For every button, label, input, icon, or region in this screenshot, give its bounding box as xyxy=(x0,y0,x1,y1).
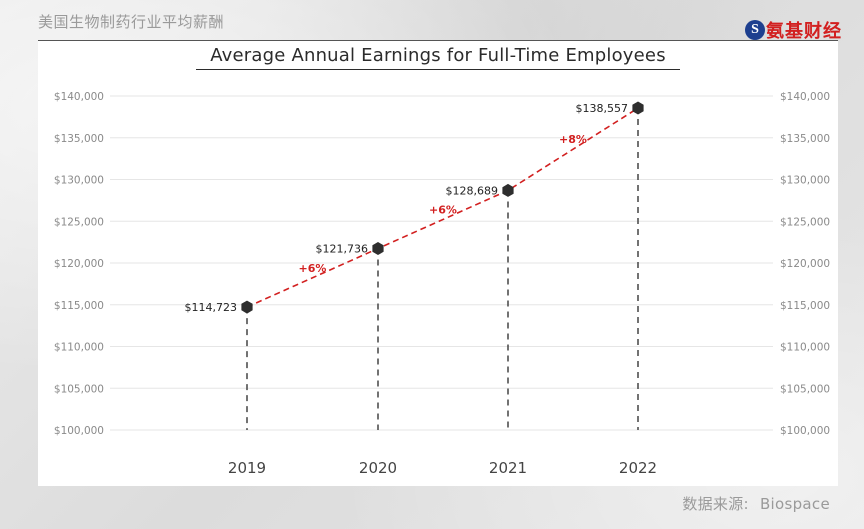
y-tick-label-left: $140,000 xyxy=(54,91,104,103)
data-label: $138,557 xyxy=(576,102,629,115)
x-tick-label: 2019 xyxy=(228,459,266,477)
page-title: 美国生物制药行业平均薪酬 xyxy=(38,13,225,31)
y-tick-label-left: $135,000 xyxy=(54,133,104,145)
data-label: $121,736 xyxy=(316,243,369,256)
y-tick-label-right: $140,000 xyxy=(780,91,830,103)
y-tick-label-right: $130,000 xyxy=(780,175,830,187)
y-tick-label-left: $115,000 xyxy=(54,300,104,312)
chart-title-wrap: Average Annual Earnings for Full-Time Em… xyxy=(38,45,838,70)
y-tick-label-left: $120,000 xyxy=(54,258,104,270)
y-tick-label-left: $130,000 xyxy=(54,175,104,187)
trend-line xyxy=(246,107,639,308)
header-divider xyxy=(38,40,838,41)
logo-badge-icon: S xyxy=(745,20,765,40)
data-point-marker xyxy=(372,242,384,255)
chart-title: Average Annual Earnings for Full-Time Em… xyxy=(196,45,680,70)
chart-card: Average Annual Earnings for Full-Time Em… xyxy=(38,41,838,486)
data-point-marker xyxy=(502,183,514,197)
x-tick-label: 2020 xyxy=(359,459,397,477)
x-tick-label: 2021 xyxy=(489,459,527,477)
source-note: 数据来源: Biospace xyxy=(682,493,830,514)
y-tick-label-right: $120,000 xyxy=(780,258,830,270)
y-tick-label-left: $110,000 xyxy=(54,342,104,354)
x-tick-label: 2022 xyxy=(619,459,657,477)
y-tick-label-right: $115,000 xyxy=(780,300,830,312)
growth-label: +8% xyxy=(559,133,587,146)
y-tick-label-left: $100,000 xyxy=(54,425,104,437)
growth-label: +6% xyxy=(299,262,327,275)
y-tick-label-right: $105,000 xyxy=(780,383,830,395)
y-tick-label-right: $135,000 xyxy=(780,133,830,145)
y-tick-label-right: $100,000 xyxy=(780,425,830,437)
y-tick-label-left: $105,000 xyxy=(54,383,104,395)
data-label: $128,689 xyxy=(446,184,499,197)
data-point-marker xyxy=(632,101,644,115)
y-tick-label-left: $125,000 xyxy=(54,216,104,228)
growth-label: +6% xyxy=(429,203,457,216)
y-tick-label-right: $110,000 xyxy=(780,342,830,354)
logo-text: 氨基财经 xyxy=(766,21,842,42)
source-value: Biospace xyxy=(759,495,830,513)
source-label: 数据来源: xyxy=(682,495,749,513)
brand-logo: S 氨基财经 xyxy=(745,17,842,43)
y-tick-label-right: $125,000 xyxy=(780,216,830,228)
data-label: $114,723 xyxy=(185,301,238,314)
data-point-marker xyxy=(241,300,253,314)
line-chart: $100,000 $100,000 $105,000 $105,000 $110,000… xyxy=(54,91,830,477)
